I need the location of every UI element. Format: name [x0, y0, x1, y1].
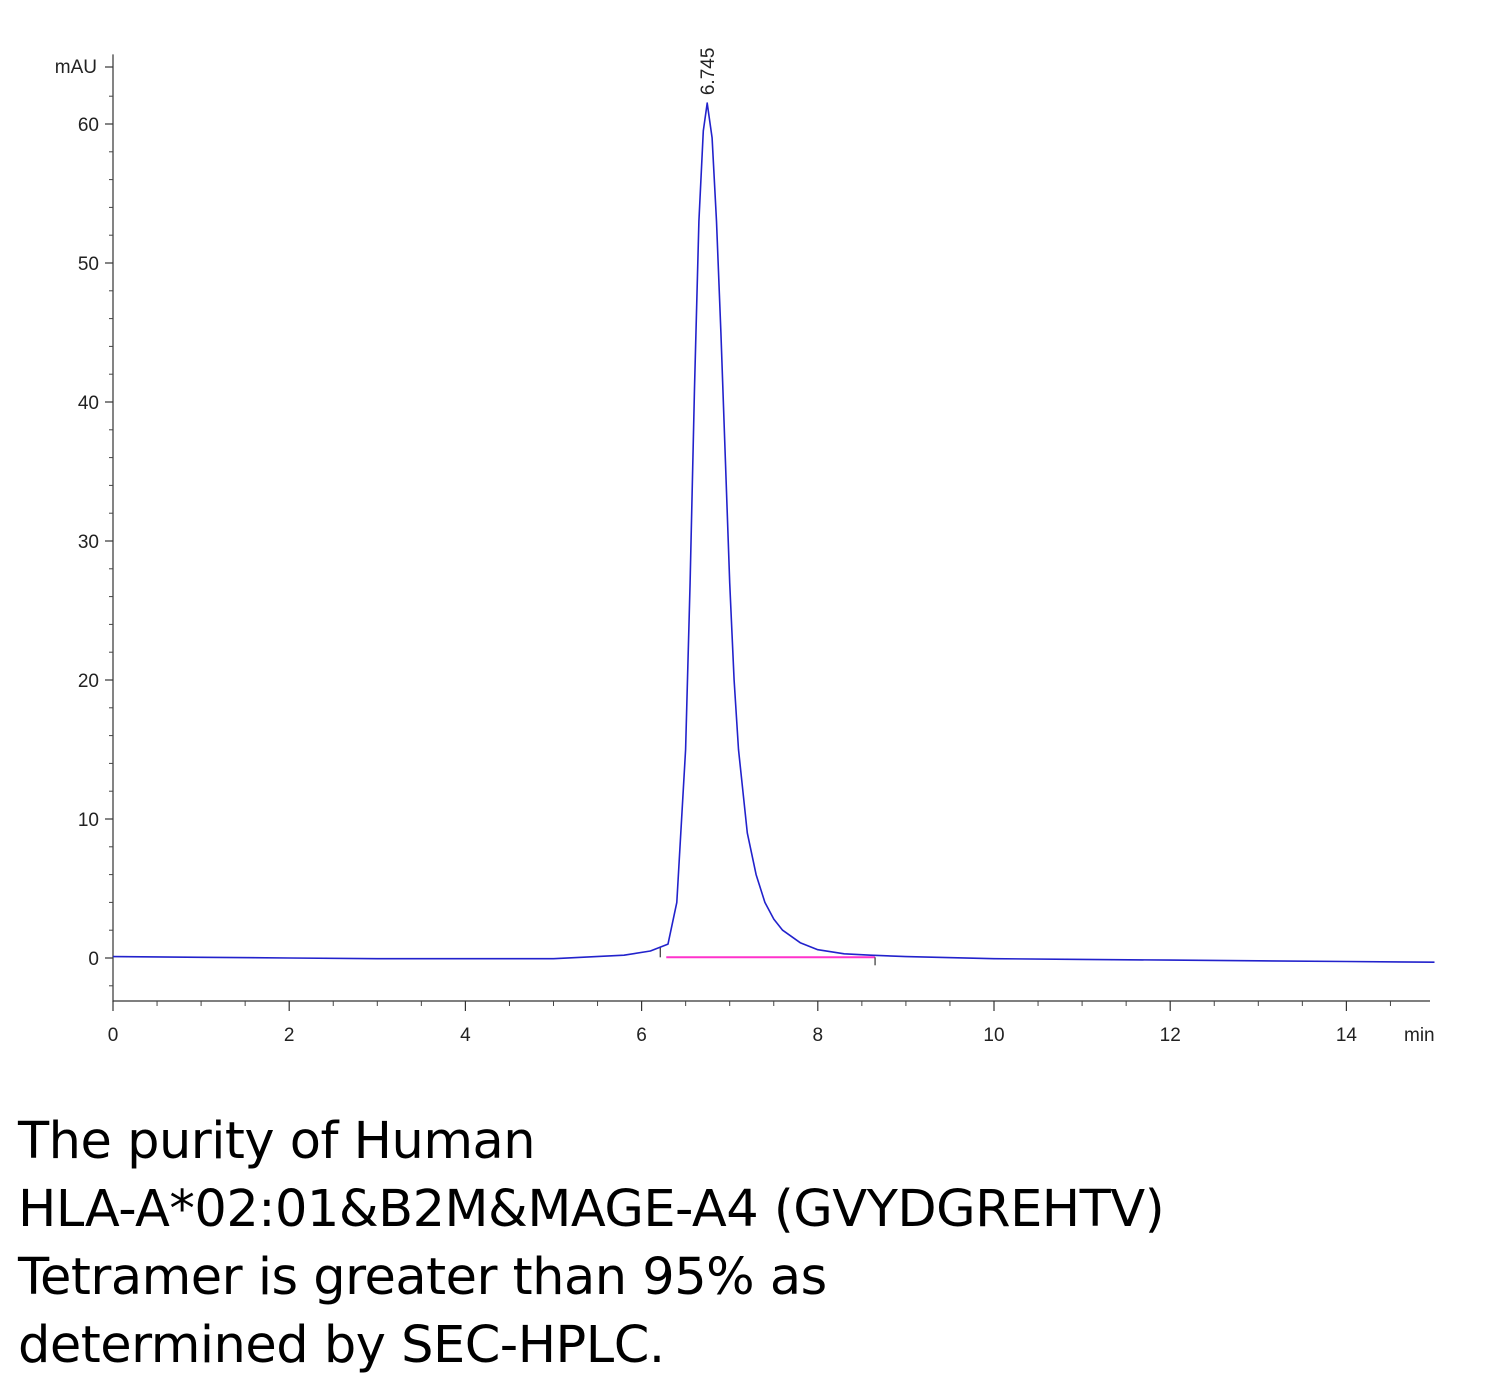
- chromatogram-svg: 0 10 20 30 40 50 60 mAU 0 2 4 6 8 10 12 14 min 6.745: [55, 48, 1435, 1046]
- y-tick-label: 0: [88, 949, 99, 970]
- x-tick-label: 10: [983, 1025, 1004, 1046]
- y-tick-label: 40: [78, 393, 99, 414]
- y-tick-label: 30: [78, 532, 99, 553]
- caption-line-4: determined by SEC-HPLC.: [18, 1316, 665, 1375]
- y-tick-label: 10: [78, 810, 99, 831]
- y-tick-label: 50: [78, 254, 99, 275]
- y-unit-label: mAU: [55, 57, 97, 78]
- x-tick-label: 8: [813, 1025, 824, 1046]
- x-tick-label: 6: [636, 1025, 647, 1046]
- caption-line-2: HLA-A*02:01&B2M&MAGE-A4 (GVYDGREHTV): [18, 1180, 1165, 1239]
- peak-label: 6.745: [698, 48, 719, 96]
- y-tick-label: 60: [78, 115, 99, 136]
- x-unit-label: min: [1404, 1025, 1435, 1046]
- caption-line-1: The purity of Human: [18, 1112, 536, 1171]
- x-tick-label: 4: [460, 1025, 471, 1046]
- caption-line-3: Tetramer is greater than 95% as: [18, 1248, 827, 1307]
- chromatogram-trace: [112, 102, 1435, 963]
- caption: The purity of Human HLA-A*02:01&B2M&MAGE…: [18, 1108, 1478, 1380]
- y-axis: 0 10 20 30 40 50 60 mAU: [55, 54, 114, 1002]
- x-axis: 0 2 4 6 8 10 12 14 min: [108, 1000, 1435, 1046]
- plot-area: 6.745: [112, 48, 1435, 966]
- chromatogram-chart: 0 10 20 30 40 50 60 mAU 0 2 4 6 8 10 12 14 min 6.745: [55, 48, 1435, 1046]
- x-tick-label: 12: [1160, 1025, 1181, 1046]
- x-tick-label: 14: [1336, 1025, 1358, 1046]
- x-tick-label: 0: [108, 1025, 119, 1046]
- y-tick-label: 20: [78, 671, 99, 692]
- x-tick-label: 2: [284, 1025, 295, 1046]
